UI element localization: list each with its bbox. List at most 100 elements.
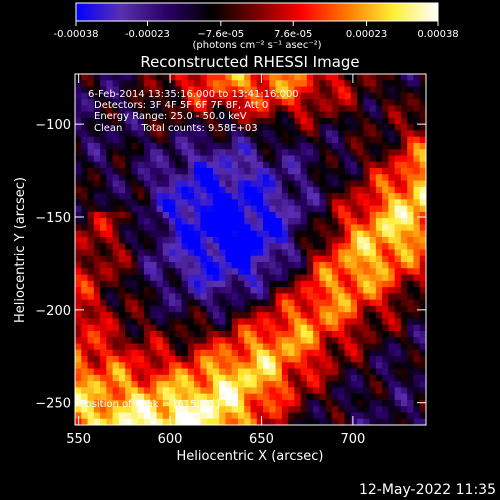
heatmap-cell — [175, 325, 182, 332]
heatmap-cell — [238, 406, 245, 413]
heatmap-cell — [163, 237, 170, 244]
heatmap-cell — [106, 74, 113, 81]
heatmap-cell — [194, 337, 201, 344]
heatmap-cell — [219, 275, 226, 282]
heatmap-cell — [363, 105, 370, 112]
heatmap-cell — [213, 369, 220, 376]
heatmap-cell — [370, 281, 377, 288]
heatmap-cell — [382, 344, 389, 351]
heatmap-cell — [376, 168, 383, 175]
heatmap-cell — [263, 193, 270, 200]
heatmap-cell — [207, 275, 214, 282]
heatmap-cell — [319, 118, 326, 125]
heatmap-cell — [138, 344, 145, 351]
heatmap-cell — [401, 312, 408, 319]
heatmap-cell — [175, 187, 182, 194]
heatmap-cell — [376, 369, 383, 376]
heatmap-cell — [338, 193, 345, 200]
heatmap-cell — [207, 350, 214, 357]
heatmap-cell — [351, 174, 358, 181]
heatmap-cell — [332, 74, 339, 81]
heatmap-cell — [175, 212, 182, 219]
heatmap-cell — [75, 256, 82, 263]
heatmap-cell — [225, 74, 232, 81]
heatmap-cell — [119, 181, 126, 188]
heatmap-cell — [81, 212, 88, 219]
heatmap-cell — [75, 369, 82, 376]
heatmap-cell — [294, 369, 301, 376]
heatmap-cell — [345, 218, 352, 225]
heatmap-cell — [251, 387, 258, 394]
heatmap-cell — [251, 237, 258, 244]
heatmap-cell — [75, 155, 82, 162]
heatmap-cell — [131, 312, 138, 319]
heatmap-cell — [401, 275, 408, 282]
heatmap-cell — [244, 306, 251, 313]
heatmap-cell — [138, 80, 145, 87]
heatmap-cell — [81, 256, 88, 263]
heatmap-cell — [100, 74, 107, 81]
heatmap-cell — [144, 224, 151, 231]
heatmap-cell — [106, 287, 113, 294]
heatmap-cell — [363, 137, 370, 144]
heatmap-cell — [332, 193, 339, 200]
heatmap-cell — [288, 356, 295, 363]
heatmap-cell — [282, 337, 289, 344]
heatmap-cell — [376, 74, 383, 81]
heatmap-cell — [294, 394, 301, 401]
heatmap-cell — [307, 344, 314, 351]
heatmap-cell — [138, 293, 145, 300]
heatmap-cell — [301, 243, 308, 250]
heatmap-cell — [395, 312, 402, 319]
heatmap-cell — [219, 80, 226, 87]
heatmap-cell — [326, 237, 333, 244]
heatmap-cell — [150, 162, 157, 169]
heatmap-cell — [326, 268, 333, 275]
heatmap-cell — [251, 143, 258, 150]
heatmap-cell — [301, 149, 308, 156]
heatmap-cell — [313, 174, 320, 181]
heatmap-cell — [395, 162, 402, 169]
heatmap-cell — [150, 168, 157, 175]
heatmap-cell — [376, 400, 383, 407]
heatmap-cell — [138, 237, 145, 244]
heatmap-cell — [401, 256, 408, 263]
heatmap-cell — [207, 149, 214, 156]
heatmap-cell — [307, 250, 314, 257]
heatmap-cell — [376, 412, 383, 419]
heatmap-cell — [269, 306, 276, 313]
heatmap-cell — [319, 218, 326, 225]
heatmap-cell — [81, 300, 88, 307]
heatmap-cell — [219, 262, 226, 269]
heatmap-cell — [326, 256, 333, 263]
heatmap-cell — [119, 281, 126, 288]
heatmap-cell — [194, 331, 201, 338]
heatmap-cell — [175, 412, 182, 419]
heatmap-cell — [219, 268, 226, 275]
heatmap-cell — [106, 181, 113, 188]
heatmap-cell — [244, 243, 251, 250]
heatmap-cell — [257, 224, 264, 231]
heatmap-cell — [345, 268, 352, 275]
heatmap-cell — [376, 394, 383, 401]
heatmap-cell — [169, 287, 176, 294]
heatmap-cell — [225, 400, 232, 407]
heatmap-cell — [401, 87, 408, 94]
heatmap-cell — [276, 250, 283, 257]
heatmap-cell — [382, 281, 389, 288]
heatmap-cell — [338, 375, 345, 382]
heatmap-cell — [376, 381, 383, 388]
heatmap-cell — [156, 74, 163, 81]
heatmap-cell — [370, 130, 377, 137]
heatmap-cell — [294, 112, 301, 119]
heatmap-cell — [131, 387, 138, 394]
heatmap-cell — [213, 275, 220, 282]
heatmap-cell — [207, 212, 214, 219]
heatmap-cell — [150, 300, 157, 307]
heatmap-cell — [276, 325, 283, 332]
heatmap-cell — [169, 199, 176, 206]
heatmap-cell — [282, 256, 289, 263]
heatmap-cell — [282, 268, 289, 275]
heatmap-cell — [345, 406, 352, 413]
heatmap-cell — [388, 143, 395, 150]
